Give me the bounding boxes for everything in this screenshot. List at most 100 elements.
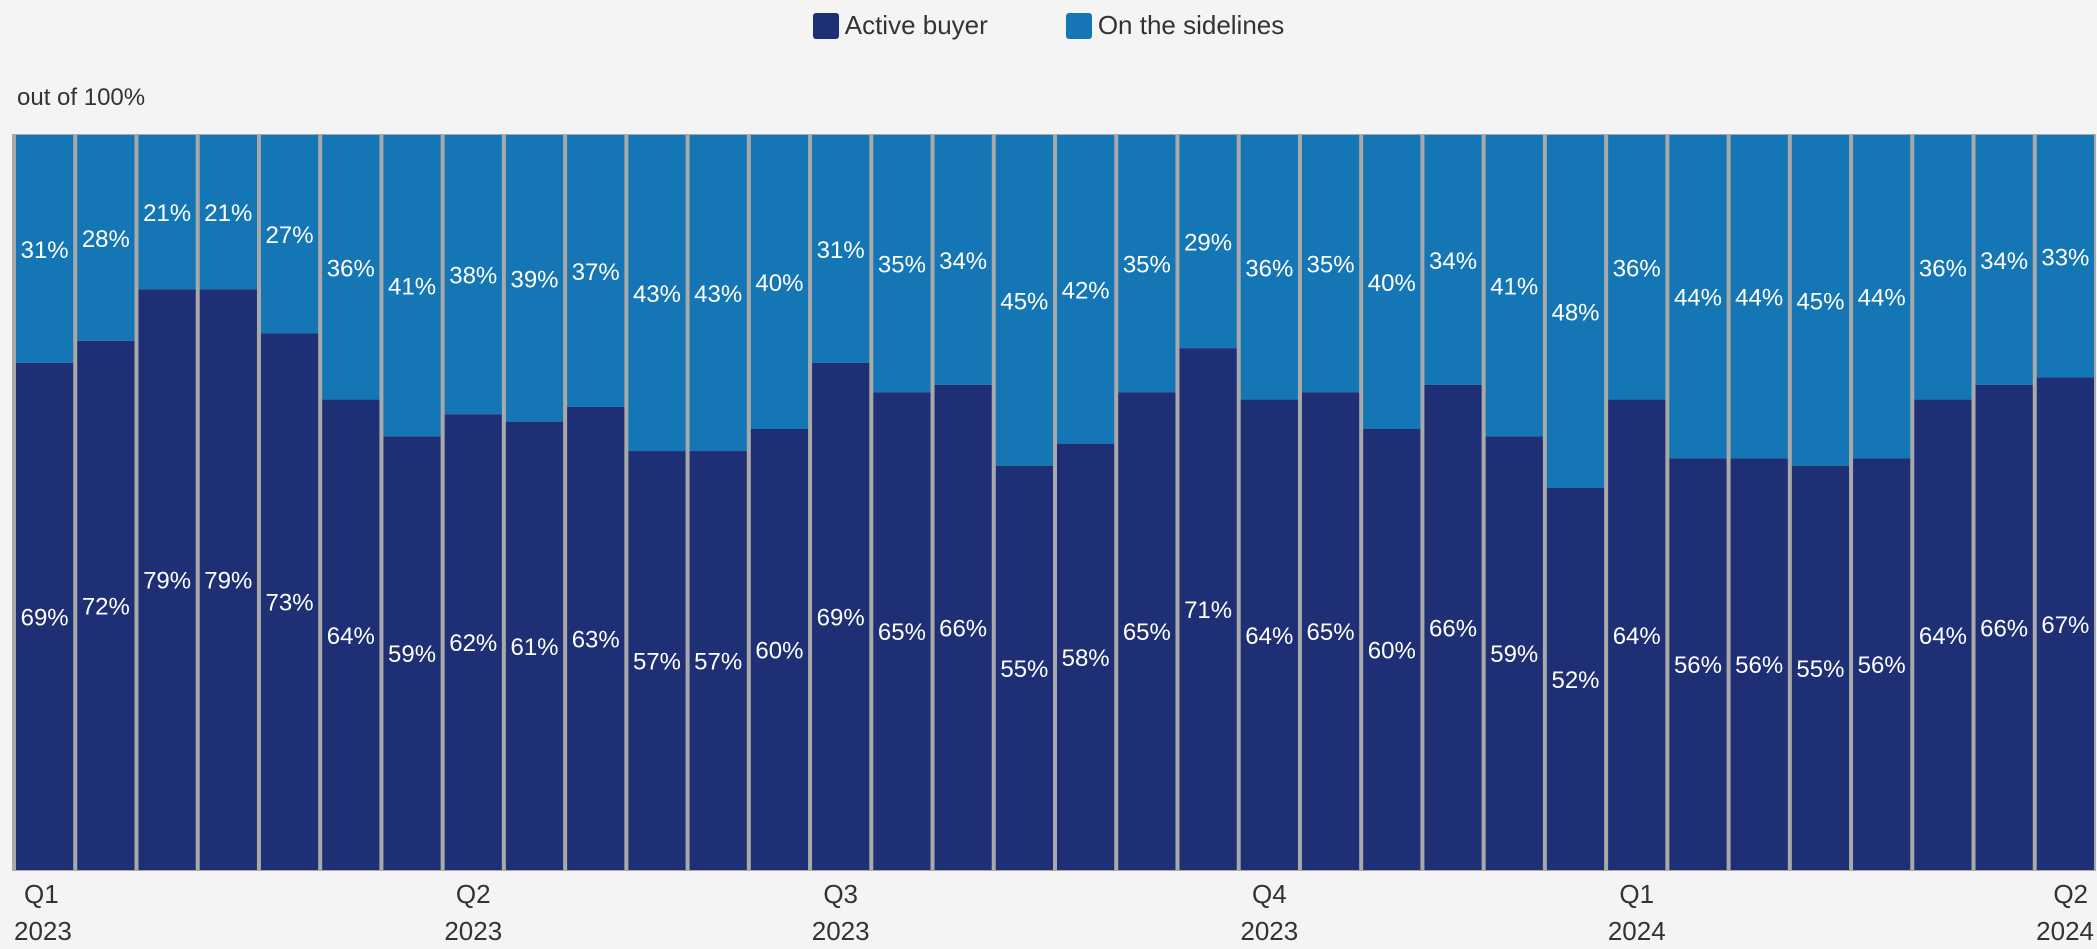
data-label-active-buyer: 79% [143, 568, 191, 595]
bar-active-buyer [750, 429, 809, 870]
bar-on-the-sidelines [628, 135, 686, 452]
data-label-on-the-sidelines: 45% [1000, 288, 1048, 315]
bar-on-the-sidelines [1424, 135, 1482, 385]
bar-active-buyer [444, 414, 502, 870]
data-label-on-the-sidelines: 44% [1858, 285, 1906, 312]
bar-on-the-sidelines [873, 135, 931, 393]
data-label-on-the-sidelines: 35% [1123, 252, 1171, 279]
data-label-on-the-sidelines: 40% [1368, 270, 1416, 297]
x-tick-year: 2023 [14, 916, 72, 946]
bar-on-the-sidelines [1546, 135, 1605, 488]
legend-item-on-the-sidelines[interactable]: On the sidelines [1065, 10, 1285, 41]
data-label-on-the-sidelines: 34% [1429, 248, 1477, 275]
x-tick-quarter: Q3 [823, 879, 858, 909]
legend-swatch-on-the-sidelines [1065, 12, 1092, 39]
data-label-active-buyer: 52% [1551, 667, 1599, 694]
data-label-active-buyer: 58% [1062, 645, 1110, 672]
data-label-active-buyer: 60% [755, 638, 803, 665]
data-label-on-the-sidelines: 36% [327, 255, 375, 282]
bar-active-buyer [77, 340, 135, 870]
data-label-active-buyer: 65% [1123, 619, 1171, 646]
bar-on-the-sidelines [567, 135, 625, 407]
bar-active-buyer [812, 362, 870, 870]
legend-item-active-buyer[interactable]: Active buyer [812, 10, 988, 41]
data-label-active-buyer: 55% [1000, 656, 1048, 683]
data-label-active-buyer: 73% [266, 590, 314, 617]
data-label-active-buyer: 66% [1429, 615, 1477, 642]
x-tick-quarter: Q4 [1252, 879, 1287, 909]
bar-active-buyer [1546, 487, 1605, 870]
data-label-on-the-sidelines: 21% [143, 200, 191, 227]
data-label-active-buyer: 64% [1919, 623, 1967, 650]
legend-label-active-buyer: Active buyer [844, 10, 988, 40]
bar-active-buyer [1240, 399, 1298, 870]
bar-active-buyer [995, 465, 1053, 870]
bar-on-the-sidelines [1118, 135, 1176, 393]
bar-active-buyer [1424, 384, 1482, 870]
data-label-active-buyer: 69% [21, 604, 69, 631]
bar-active-buyer [322, 399, 380, 870]
bar-on-the-sidelines [2036, 135, 2094, 378]
bar-active-buyer [1363, 429, 1421, 870]
data-label-on-the-sidelines: 39% [510, 266, 558, 293]
y-unit-label: out of 100% [17, 84, 146, 111]
bar-active-buyer [199, 289, 257, 871]
bar-on-the-sidelines [934, 135, 992, 385]
data-label-on-the-sidelines: 34% [1980, 248, 2028, 275]
data-label-on-the-sidelines: 28% [82, 226, 130, 253]
bar-active-buyer [1791, 465, 1850, 870]
data-label-active-buyer: 61% [510, 634, 558, 661]
data-label-on-the-sidelines: 35% [1307, 252, 1355, 279]
data-label-on-the-sidelines: 34% [939, 248, 987, 275]
data-label-active-buyer: 63% [572, 626, 620, 653]
bar-active-buyer [1669, 458, 1727, 870]
data-label-on-the-sidelines: 43% [633, 281, 681, 308]
bar-active-buyer [1057, 443, 1115, 870]
legend-label-on-the-sidelines: On the sidelines [1097, 10, 1285, 40]
x-tick-year: 2023 [444, 916, 502, 946]
data-label-active-buyer: 67% [2041, 612, 2089, 639]
data-label-active-buyer: 66% [939, 615, 987, 642]
data-label-on-the-sidelines: 37% [572, 259, 620, 286]
bar-on-the-sidelines [322, 135, 380, 400]
data-label-on-the-sidelines: 35% [878, 252, 926, 279]
data-label-on-the-sidelines: 41% [388, 274, 436, 301]
bar-on-the-sidelines [812, 135, 870, 363]
data-label-active-buyer: 59% [1490, 641, 1538, 668]
data-label-active-buyer: 64% [1245, 623, 1293, 650]
bar-active-buyer [1608, 399, 1666, 870]
data-label-active-buyer: 65% [878, 619, 926, 646]
data-label-on-the-sidelines: 33% [2041, 244, 2089, 271]
bar-on-the-sidelines [138, 135, 196, 290]
bar-on-the-sidelines [1363, 135, 1421, 429]
data-label-active-buyer: 57% [694, 649, 742, 676]
bar-on-the-sidelines [199, 135, 257, 290]
data-label-on-the-sidelines: 36% [1919, 255, 1967, 282]
bar-active-buyer [1179, 348, 1237, 870]
bar-active-buyer [260, 333, 319, 870]
bar-on-the-sidelines [1301, 135, 1360, 393]
data-label-on-the-sidelines: 21% [204, 200, 252, 227]
bar-on-the-sidelines [1730, 135, 1788, 459]
data-label-active-buyer: 64% [1613, 623, 1661, 650]
bar-on-the-sidelines [1608, 135, 1666, 400]
bar-active-buyer [628, 451, 686, 870]
bar-active-buyer [1485, 436, 1543, 870]
data-label-active-buyer: 69% [817, 604, 865, 631]
bar-active-buyer [138, 289, 196, 871]
data-label-active-buyer: 66% [1980, 615, 2028, 642]
data-label-on-the-sidelines: 31% [817, 237, 865, 264]
bar-on-the-sidelines [1057, 135, 1115, 444]
bar-on-the-sidelines [1485, 135, 1543, 437]
data-label-on-the-sidelines: 38% [449, 263, 497, 290]
bar-on-the-sidelines [1791, 135, 1850, 466]
data-label-active-buyer: 64% [327, 623, 375, 650]
legend: Active buyer On the sidelines [0, 10, 2097, 41]
bar-on-the-sidelines [750, 135, 809, 429]
data-label-active-buyer: 59% [388, 641, 436, 668]
data-label-on-the-sidelines: 36% [1245, 255, 1293, 282]
data-label-on-the-sidelines: 29% [1184, 230, 1232, 257]
data-label-on-the-sidelines: 48% [1551, 299, 1599, 326]
bar-on-the-sidelines [995, 135, 1053, 466]
